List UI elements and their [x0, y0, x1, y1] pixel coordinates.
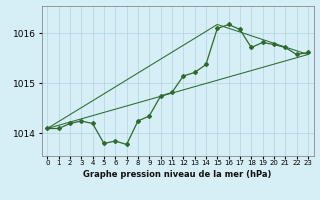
X-axis label: Graphe pression niveau de la mer (hPa): Graphe pression niveau de la mer (hPa) — [84, 170, 272, 179]
